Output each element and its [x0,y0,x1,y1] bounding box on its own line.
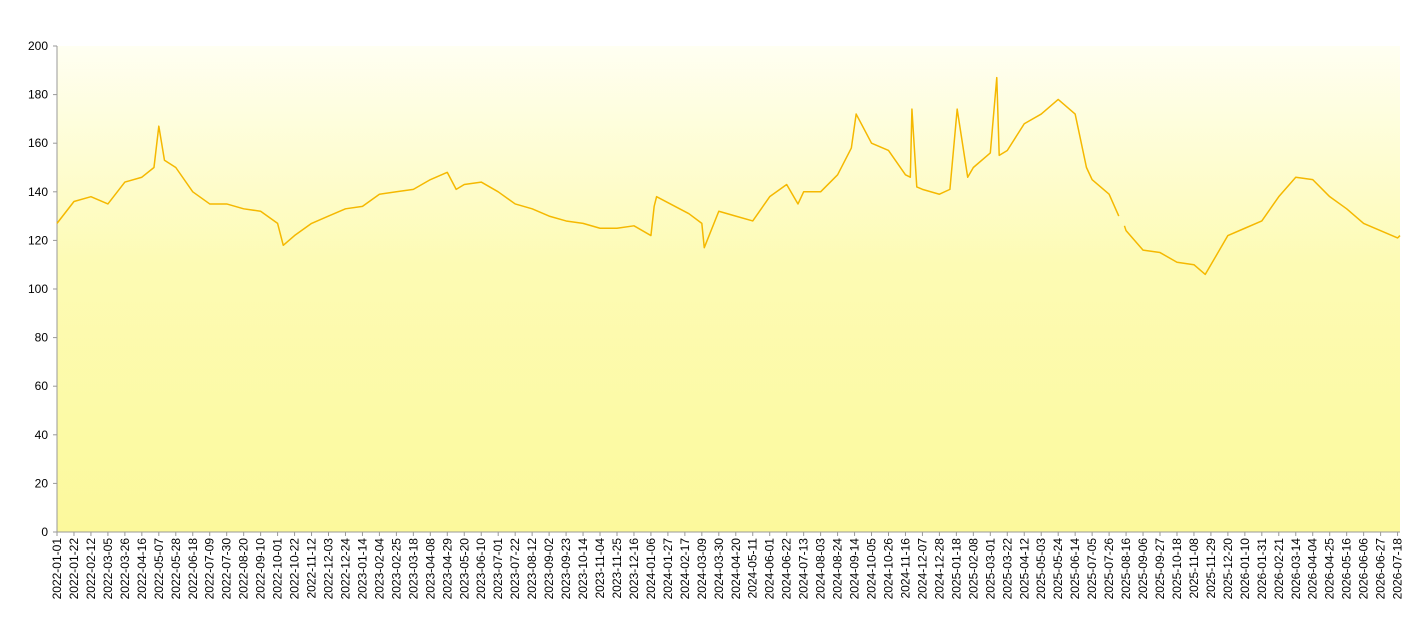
x-tick-label: 2026-06-06 [1357,538,1371,600]
x-tick-label: 2024-06-22 [780,538,794,600]
x-tick-label: 2025-09-06 [1136,538,1150,600]
y-tick-label: 60 [35,379,49,393]
x-tick-label: 2024-09-14 [848,538,862,600]
x-tick-label: 2025-03-01 [983,538,997,600]
x-tick-label: 2026-06-27 [1374,538,1388,600]
x-tick-label: 2022-07-30 [220,538,234,600]
x-tick-label: 2025-05-24 [1051,538,1065,600]
x-tick-label: 2024-01-06 [644,538,658,600]
x-tick-label: 2022-12-03 [322,538,336,600]
x-tick-label: 2024-12-07 [915,538,929,600]
data-line [56,76,1401,276]
x-tick-label: 2025-07-05 [1085,538,1099,600]
x-tick-label: 2022-04-16 [135,538,149,600]
x-tick-label: 2023-04-29 [440,538,454,600]
x-tick-label: 2025-11-08 [1187,538,1201,599]
x-tick-label: 2025-05-03 [1034,538,1048,600]
x-tick-label: 2023-09-02 [542,538,556,600]
x-tick-label: 2024-12-28 [932,538,946,600]
x-tick-label: 2023-01-14 [355,538,369,600]
x-tick-label: 2024-06-01 [763,538,777,600]
x-tick-label: 2023-11-04 [593,538,607,599]
x-tick-label: 2024-03-30 [712,538,726,600]
x-tick-label: 2025-01-18 [949,538,963,600]
x-tick-label: 2023-05-20 [457,538,471,600]
x-tick-label: 2025-02-08 [966,538,980,600]
x-tick-label: 2024-01-27 [661,538,675,600]
x-tick-label: 2023-07-22 [508,538,522,600]
x-tick-label: 2026-07-18 [1391,538,1405,600]
x-tick-label: 2025-12-20 [1221,538,1235,600]
x-tick-label: 2024-10-26 [881,538,895,600]
x-tick-label: 2025-06-14 [1068,538,1082,600]
x-tick-label: 2026-04-04 [1306,538,1320,600]
y-tick-label: 0 [41,525,48,539]
y-tick-label: 100 [28,282,48,296]
x-tick-label: 2022-03-26 [118,538,132,600]
y-tick-label: 200 [28,39,48,53]
x-tick-label: 2025-04-12 [1017,538,1031,600]
x-tick-label: 2025-08-16 [1119,538,1133,600]
x-tick-label: 2023-02-25 [389,538,403,600]
x-tick-label: 2023-03-18 [406,538,420,600]
x-tick-label: 2022-01-22 [67,538,81,600]
x-tick-label: 2022-03-05 [101,538,115,600]
x-tick-label: 2023-06-10 [474,538,488,600]
x-tick-label: 2022-01-01 [50,538,64,600]
x-tick-label: 2023-11-25 [610,538,624,599]
x-tick-label: 2026-01-10 [1238,538,1252,600]
x-tick-label: 2022-10-01 [271,538,285,600]
x-tick-label: 2022-10-22 [288,538,302,600]
plot-area [57,46,1400,532]
x-tick-label: 2023-08-12 [525,538,539,600]
x-tick-label: 2022-08-20 [237,538,251,600]
x-tick-label: 2024-08-24 [831,538,845,600]
x-tick-label: 2024-08-03 [814,538,828,600]
x-tick-label: 2022-06-18 [186,538,200,600]
x-tick-label: 2023-04-08 [423,538,437,600]
x-tick-label: 2023-12-16 [627,538,641,600]
x-tick-label: 2024-05-11 [746,538,760,599]
x-tick-label: 2023-02-04 [372,538,386,600]
x-tick-label: 2022-12-24 [338,538,352,600]
y-tick-label: 20 [35,476,49,490]
x-tick-label: 2022-11-12 [305,538,319,599]
x-tick-label: 2025-03-22 [1000,538,1014,600]
y-tick-label: 40 [35,428,49,442]
x-tick-label: 2022-02-12 [84,538,98,600]
x-tick-label: 2024-03-09 [695,538,709,600]
x-tick-label: 2024-11-16 [898,538,912,599]
x-tick-label: 2022-05-07 [152,538,166,600]
y-tick-label: 160 [28,136,48,150]
x-tick-label: 2023-07-01 [491,538,505,600]
x-tick-label: 2026-01-31 [1255,538,1269,600]
x-tick-label: 2025-11-29 [1204,538,1218,599]
x-tick-label: 2022-07-09 [203,538,217,600]
x-tick-label: 2024-04-20 [729,538,743,600]
x-tick-label: 2025-10-18 [1170,538,1184,600]
x-tick-label: 2024-07-13 [797,538,811,600]
x-tick-label: 2026-04-25 [1323,538,1337,600]
x-tick-label: 2026-05-16 [1340,538,1354,600]
x-tick-label: 2025-09-27 [1153,538,1167,600]
y-tick-label: 80 [35,331,49,345]
x-tick-label: 2024-02-17 [678,538,692,600]
y-tick-label: 140 [28,185,48,199]
x-tick-label: 2024-10-05 [865,538,879,600]
x-tick-label: 2023-09-23 [559,538,573,600]
y-tick-label: 180 [28,88,48,102]
x-tick-label: 2026-02-21 [1272,538,1286,600]
x-tick-label: 2022-05-28 [169,538,183,600]
y-tick-label: 120 [28,233,48,247]
x-tick-label: 2022-09-10 [254,538,268,600]
x-tick-label: 2026-03-14 [1289,538,1303,600]
x-tick-label: 2023-10-14 [576,538,590,600]
x-tick-label: 2025-07-26 [1102,538,1116,600]
